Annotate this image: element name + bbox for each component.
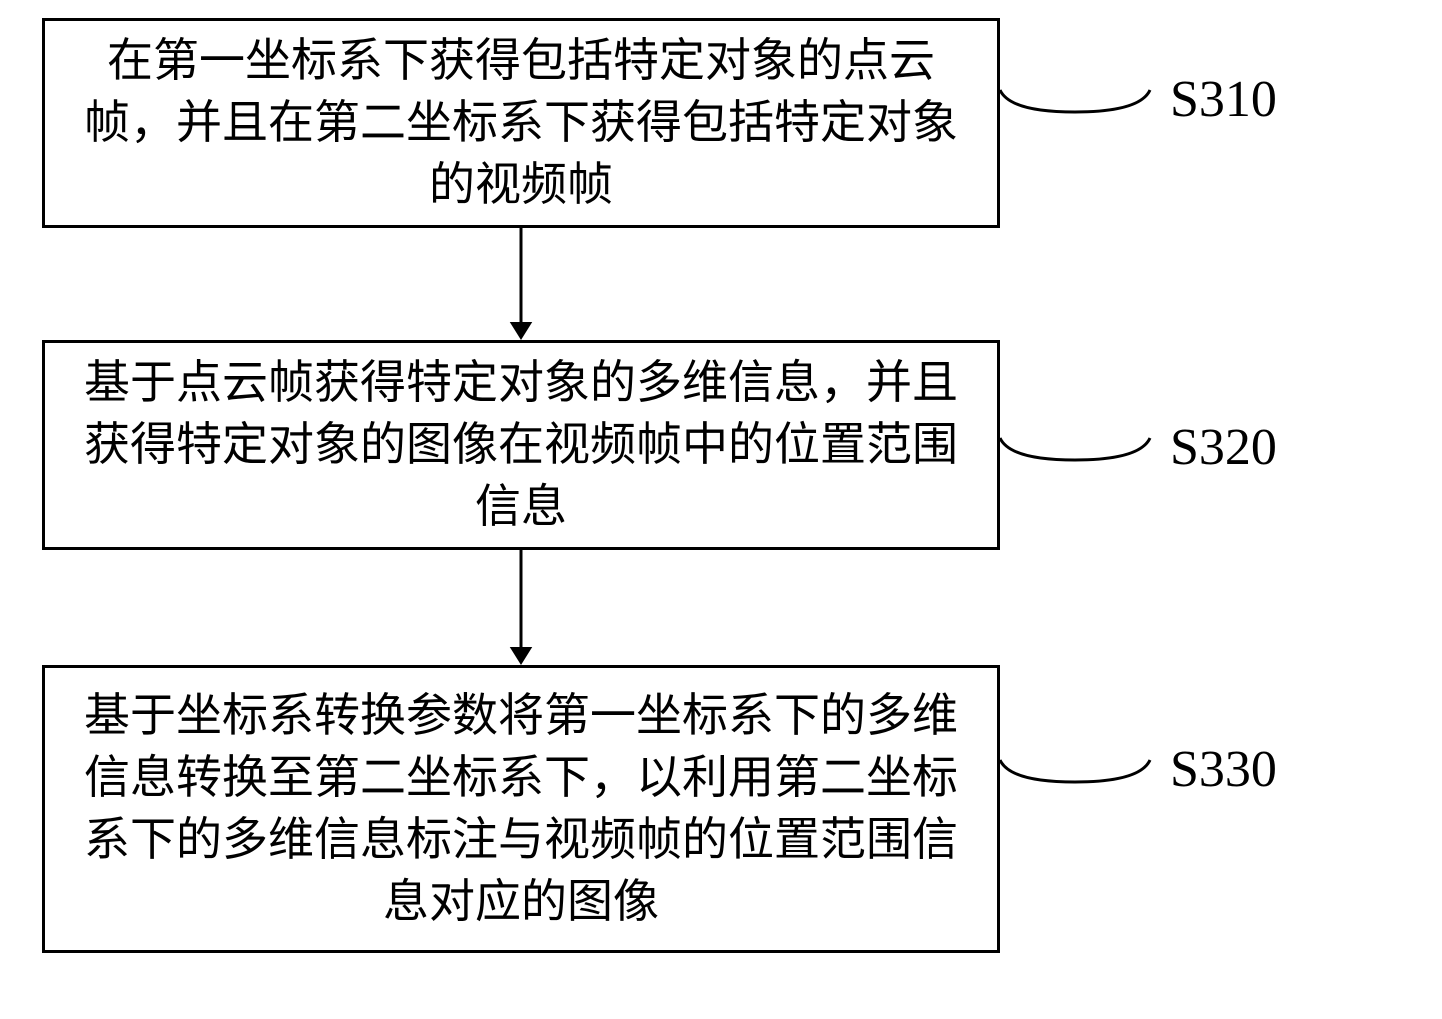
step-label-s310: S310 — [1170, 70, 1277, 129]
leader-line-s310 — [996, 72, 1154, 132]
flow-arrow-1 — [501, 228, 541, 344]
flow-arrow-2 — [501, 550, 541, 669]
flow-step-s320: 基于点云帧获得特定对象的多维信息，并且获得特定对象的图像在视频帧中的位置范围信息 — [42, 340, 1000, 550]
step-label-s320: S320 — [1170, 418, 1277, 477]
flow-step-text: 基于点云帧获得特定对象的多维信息，并且获得特定对象的图像在视频帧中的位置范围信息 — [69, 352, 973, 538]
flow-step-s330: 基于坐标系转换参数将第一坐标系下的多维信息转换至第二坐标系下，以利用第二坐标系下… — [42, 665, 1000, 953]
step-label-s330: S330 — [1170, 740, 1277, 799]
leader-line-s330 — [996, 742, 1154, 802]
flow-step-s310: 在第一坐标系下获得包括特定对象的点云帧，并且在第二坐标系下获得包括特定对象的视频… — [42, 18, 1000, 228]
flow-step-text: 在第一坐标系下获得包括特定对象的点云帧，并且在第二坐标系下获得包括特定对象的视频… — [69, 30, 973, 216]
flow-step-text: 基于坐标系转换参数将第一坐标系下的多维信息转换至第二坐标系下，以利用第二坐标系下… — [69, 685, 973, 933]
leader-line-s320 — [996, 420, 1154, 480]
